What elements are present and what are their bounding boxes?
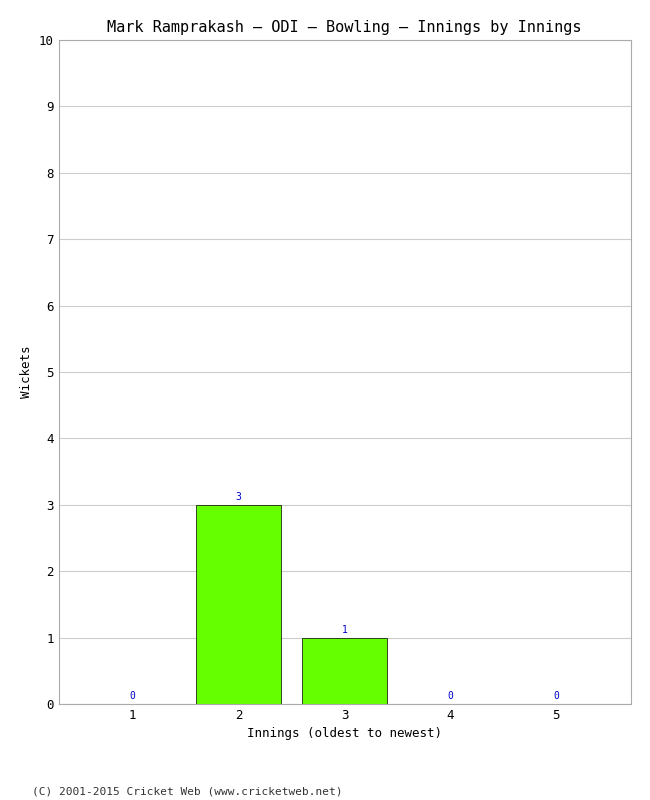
Title: Mark Ramprakash – ODI – Bowling – Innings by Innings: Mark Ramprakash – ODI – Bowling – Inning… — [107, 20, 582, 34]
Text: 0: 0 — [447, 691, 453, 702]
Y-axis label: Wickets: Wickets — [20, 346, 33, 398]
X-axis label: Innings (oldest to newest): Innings (oldest to newest) — [247, 727, 442, 741]
Text: 1: 1 — [341, 625, 348, 635]
Text: 0: 0 — [553, 691, 559, 702]
Text: (C) 2001-2015 Cricket Web (www.cricketweb.net): (C) 2001-2015 Cricket Web (www.cricketwe… — [32, 786, 343, 796]
Text: 3: 3 — [236, 492, 242, 502]
Text: 0: 0 — [130, 691, 136, 702]
Bar — [196, 505, 281, 704]
Bar — [302, 638, 387, 704]
